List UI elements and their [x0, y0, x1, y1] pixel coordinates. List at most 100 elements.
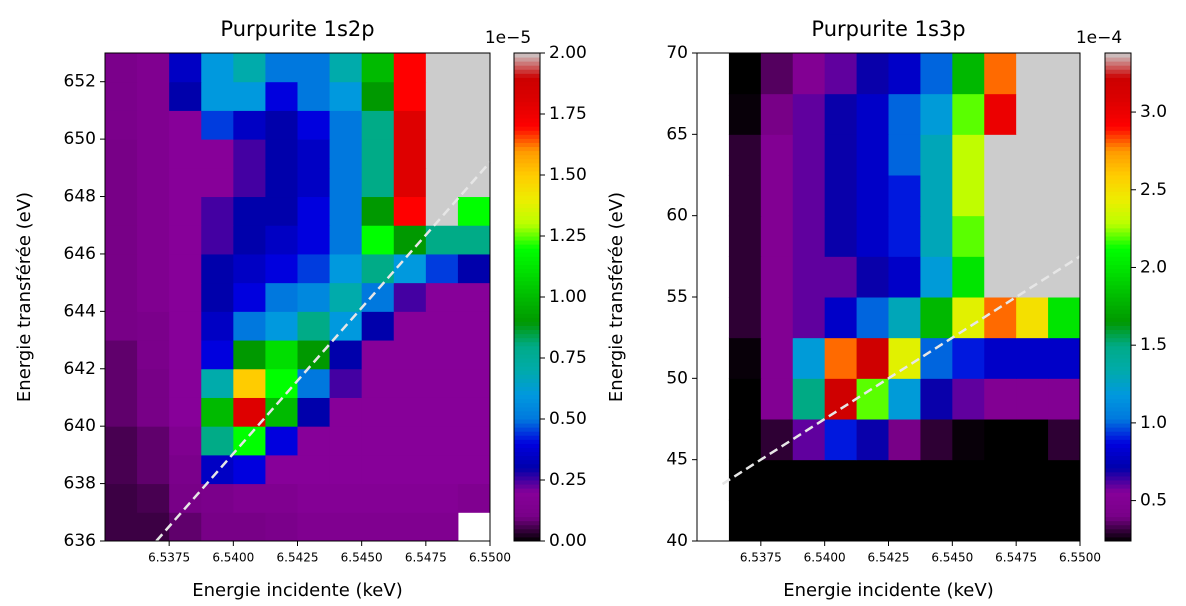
- heatmap-cell: [920, 419, 953, 461]
- colorbar-swatch: [514, 500, 540, 505]
- colorbar-tick-label: 0.00: [549, 531, 587, 551]
- colorbar-swatch: [514, 138, 540, 143]
- x-tick-label: 6.5425: [277, 551, 319, 565]
- colorbar-swatch: [514, 268, 540, 274]
- heatmap-cell: [105, 167, 138, 198]
- heatmap-cell: [920, 500, 953, 542]
- heatmap-cell: [888, 256, 921, 298]
- x-tick-label: 6.5450: [931, 551, 973, 565]
- heatmap-cell: [952, 256, 985, 298]
- colorbar-swatch: [1105, 81, 1131, 87]
- heatmap-cell: [1048, 459, 1081, 501]
- colorbar-swatch: [514, 122, 540, 127]
- heatmap-cell: [361, 454, 395, 485]
- colorbar-swatch: [514, 207, 540, 213]
- heatmap-cell: [952, 53, 985, 95]
- heatmap-cell: [760, 93, 794, 135]
- heatmap-cell: [137, 483, 170, 513]
- heatmap-cell: [824, 175, 858, 217]
- colorbar-swatch: [1105, 414, 1131, 420]
- heatmap-cell: [233, 110, 266, 140]
- heatmap-cell: [105, 282, 138, 312]
- heatmap-cell: [792, 297, 826, 339]
- heatmap-cell: [728, 297, 762, 339]
- heatmap-cell: [1048, 500, 1081, 542]
- colorbar-swatch: [1105, 288, 1131, 294]
- colorbar-swatch: [514, 496, 540, 501]
- colorbar-swatch: [1105, 455, 1131, 461]
- colorbar-swatch: [514, 463, 540, 469]
- colorbar-swatch: [1105, 496, 1131, 501]
- colorbar-swatch: [1105, 272, 1131, 278]
- heatmap-cell: [1016, 256, 1049, 298]
- x-tick-label: 6.5500: [1059, 551, 1101, 565]
- colorbar-swatch: [514, 402, 540, 408]
- x-tick-label: 6.5500: [469, 551, 511, 565]
- heatmap-cell: [329, 426, 363, 456]
- heatmap-cell: [824, 419, 858, 461]
- colorbar-swatch: [514, 419, 540, 424]
- heatmap-cell: [393, 340, 427, 370]
- colorbar-swatch: [1105, 341, 1131, 347]
- y-axis-label: Energie transférée (eV): [14, 192, 35, 402]
- heatmap-cell: [329, 483, 363, 513]
- colorbar-swatch: [514, 69, 540, 74]
- colorbar-swatch: [1105, 382, 1131, 387]
- heatmap-cell: [457, 253, 491, 284]
- heatmap-cell: [361, 282, 395, 312]
- heatmap-cell: [169, 53, 202, 83]
- y-tick-label: 642: [64, 359, 96, 379]
- colorbar-swatch: [514, 203, 540, 209]
- heatmap-cell: [329, 253, 363, 284]
- heatmap-cell: [233, 512, 266, 542]
- heatmap-cell: [792, 175, 826, 217]
- colorbar-swatch: [514, 297, 540, 302]
- heatmap-cell: [856, 256, 889, 298]
- colorbar-swatch: [1105, 109, 1131, 115]
- heatmap-cell: [824, 215, 858, 257]
- colorbar-swatch: [1105, 353, 1131, 359]
- colorbar-swatch: [1105, 231, 1131, 237]
- heatmap-cell: [201, 53, 234, 83]
- colorbar-swatch: [514, 362, 540, 367]
- heatmap-cell: [393, 282, 427, 312]
- heatmap-cell: [393, 454, 427, 485]
- colorbar-swatch: [1105, 256, 1131, 261]
- heatmap-cell: [361, 110, 395, 140]
- heatmap-cell: [952, 93, 985, 135]
- heatmap-cell: [457, 139, 491, 169]
- colorbar-tick-label: 0.5: [1140, 491, 1167, 511]
- colorbar-swatch: [1105, 97, 1131, 103]
- colorbar-swatch: [514, 219, 540, 225]
- heatmap-cell: [856, 53, 889, 95]
- colorbar-swatch: [514, 423, 540, 428]
- colorbar-swatch: [514, 288, 540, 294]
- heatmap-cell: [105, 53, 138, 83]
- heatmap-cell: [169, 454, 202, 485]
- heatmap-cell: [760, 297, 794, 339]
- heatmap-cell: [265, 225, 298, 255]
- colorbar-swatch: [514, 61, 540, 66]
- heatmap-cell: [201, 110, 234, 140]
- heatmap-cell: [1016, 134, 1049, 176]
- colorbar-swatch: [514, 134, 540, 139]
- heatmap-cell: [105, 81, 138, 111]
- heatmap-cell: [888, 175, 921, 217]
- heatmap-cell: [233, 426, 266, 456]
- heatmap-cell: [457, 282, 491, 312]
- colorbar-swatch: [1105, 175, 1131, 180]
- heatmap-cell: [105, 196, 138, 226]
- colorbar-tick-label: 1.25: [549, 226, 587, 246]
- colorbar-swatch: [514, 333, 540, 339]
- heatmap-cell: [329, 512, 363, 542]
- colorbar-swatch: [1105, 443, 1131, 448]
- heatmap-cell: [201, 139, 234, 169]
- y-axis-label: Energie transférée (eV): [606, 192, 627, 402]
- heatmap-cell: [297, 53, 331, 83]
- heatmap-cell: [201, 196, 234, 226]
- colorbar-swatch: [1105, 459, 1131, 465]
- colorbar-swatch: [514, 504, 540, 509]
- colorbar-swatch: [1105, 447, 1131, 453]
- heatmap-cell: [393, 196, 427, 226]
- heatmap-cell: [393, 167, 427, 198]
